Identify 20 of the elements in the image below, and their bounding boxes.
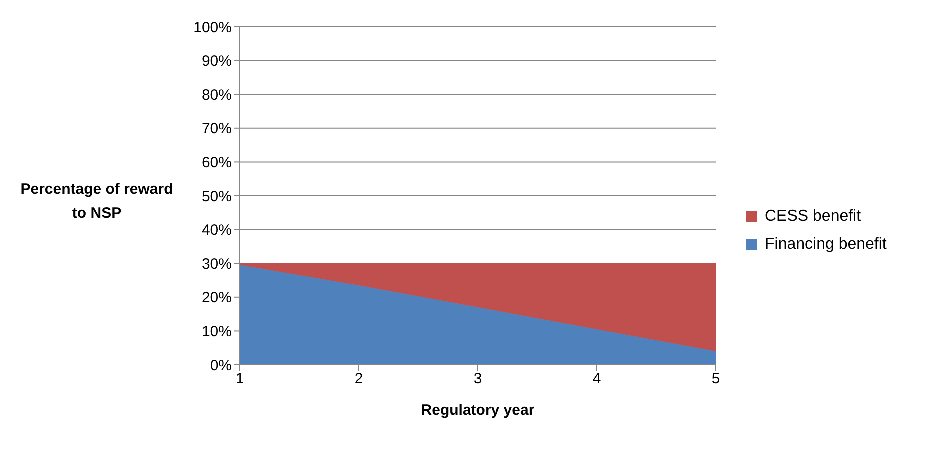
x-tick-label: 1 xyxy=(236,370,244,388)
y-tick-label: 10% xyxy=(202,324,232,341)
legend-label: CESS benefit xyxy=(765,208,862,226)
y-tick-label: 50% xyxy=(202,188,232,206)
y-tick-label: 40% xyxy=(202,222,232,240)
y-tick-label: 100% xyxy=(194,19,232,36)
x-tick-label: 3 xyxy=(474,370,482,388)
y-tick-label: 70% xyxy=(202,120,232,138)
y-tick-label: 80% xyxy=(202,86,232,104)
x-tick-label: 5 xyxy=(712,370,720,388)
y-tick-label: 0% xyxy=(210,357,232,374)
y-axis-title: Percentage of reward to NSP xyxy=(20,180,174,224)
x-tick-label: 4 xyxy=(592,370,602,388)
y-tick-label: 60% xyxy=(202,154,232,172)
y-tick-label: 30% xyxy=(202,256,232,273)
y-tick-label: 20% xyxy=(202,290,232,307)
legend-label: Financing benefit xyxy=(765,236,887,254)
x-axis-title: Regulatory year xyxy=(421,402,535,419)
x-tick-label: 2 xyxy=(354,370,364,388)
y-tick-label: 90% xyxy=(202,53,232,70)
